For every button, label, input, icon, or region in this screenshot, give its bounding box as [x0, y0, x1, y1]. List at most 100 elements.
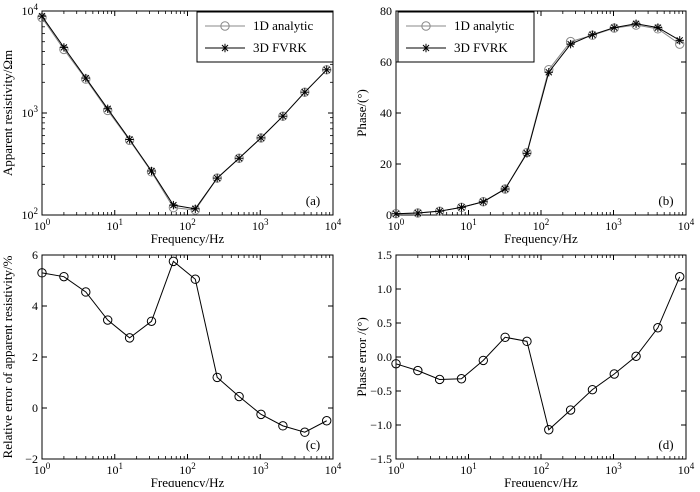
y-axis-label: Phase/(°) [354, 89, 369, 137]
x-tick-label: 104 [325, 217, 342, 233]
x-tick-label: 100 [34, 461, 51, 477]
y-tick-label: 102 [22, 206, 39, 222]
series-line [41, 260, 327, 433]
x-tick-label: 101 [107, 217, 124, 233]
legend-box [397, 11, 535, 63]
data-point-marker [103, 104, 112, 113]
data-point-marker [278, 112, 288, 121]
y-tick-label: 40 [380, 106, 392, 120]
data-point-marker [37, 268, 47, 278]
panel-label: (b) [658, 193, 673, 208]
y-tick-label: 4 [32, 299, 38, 313]
data-point-marker [190, 274, 200, 284]
data-point-marker [59, 43, 69, 52]
x-tick-label: 104 [678, 217, 695, 233]
data-point-marker [610, 23, 619, 32]
y-tick-label: 0 [386, 208, 392, 222]
x-tick-label: 101 [460, 217, 477, 233]
legend-entry-label: 1D analytic [454, 18, 515, 33]
data-point-marker [413, 208, 423, 218]
y-tick-label: 0.5 [377, 316, 392, 330]
data-point-marker [125, 135, 134, 144]
plot-area-frame [395, 254, 687, 460]
y-tick-label: −2 [25, 452, 38, 466]
data-point-marker [234, 391, 244, 402]
x-tick-label: 100 [388, 217, 405, 233]
chart-panel-d: 100 101 102 103 104 −1.5 −1.0 −0.5 0.0 0.5 1.0 1.5 F… [354, 248, 695, 490]
data-point-marker [500, 332, 510, 342]
x-tick-label: 103 [605, 461, 622, 477]
data-point-marker [478, 355, 488, 366]
data-point-marker [675, 272, 685, 282]
y-tick-label: 6 [32, 248, 38, 262]
y-tick-label: 20 [380, 157, 392, 171]
x-tick-label: 102 [179, 461, 196, 477]
data-point-marker [457, 203, 466, 212]
data-point-marker [300, 427, 310, 437]
y-tick-label: 104 [22, 2, 39, 18]
data-point-marker [413, 365, 423, 376]
data-point-marker [653, 323, 663, 333]
data-point-marker [169, 200, 178, 210]
x-axis-label: Frequency/Hz [504, 475, 578, 487]
y-tick-label: 80 [380, 4, 392, 18]
x-tick-label: 100 [388, 461, 405, 477]
legend-swatch-marker [220, 43, 230, 53]
x-axis-label: Frequency/Hz [151, 475, 225, 487]
data-point-marker [566, 39, 575, 49]
data-point-marker [391, 359, 401, 369]
data-point-marker [256, 409, 266, 420]
panel-label: (a) [306, 193, 320, 208]
x-tick-label: 102 [179, 217, 196, 233]
legend: 1D analytic 3D FVRK [196, 11, 334, 63]
data-point-marker [544, 68, 553, 77]
data-point-marker [256, 133, 266, 143]
data-point-marker [321, 416, 332, 426]
x-tick-label: 102 [533, 461, 550, 477]
data-point-marker [675, 36, 684, 45]
data-point-marker [587, 384, 598, 395]
y-tick-label: 60 [380, 55, 392, 69]
x-tick-label: 104 [678, 461, 695, 477]
plot-area-frame [41, 254, 334, 460]
data-point-marker [522, 149, 532, 158]
x-tick-label: 102 [533, 217, 550, 233]
data-point-marker [522, 336, 532, 347]
data-point-marker [191, 204, 200, 214]
data-point-marker [168, 256, 179, 267]
data-point-marker [653, 23, 663, 32]
y-tick-label: −1.5 [370, 452, 392, 466]
series-line [395, 23, 680, 215]
data-point-marker [37, 11, 47, 21]
x-tick-label: 101 [107, 461, 124, 477]
x-tick-label: 103 [252, 461, 269, 477]
y-tick-label: 0.0 [377, 350, 392, 364]
chart-panel-b: 100 101 102 103 104 0 20 40 60 80 Frequency/Hz Phas… [354, 4, 695, 246]
legend-box [196, 11, 334, 63]
data-point-marker [609, 369, 619, 379]
y-tick-label: −1.0 [370, 418, 392, 432]
data-point-marker [391, 209, 401, 218]
data-point-marker [456, 374, 467, 384]
legend-swatch-marker [421, 43, 431, 53]
y-tick-label: −0.5 [370, 384, 392, 398]
data-point-marker [59, 271, 69, 282]
data-point-marker [146, 316, 157, 326]
data-point-marker [479, 197, 488, 206]
x-tick-label: 103 [252, 217, 269, 233]
data-point-marker [588, 30, 597, 39]
x-axis-label: Frequency/Hz [504, 231, 578, 246]
panel-label: (c) [306, 437, 320, 452]
chart-panel-c: 100 101 102 103 104 −2 0 2 4 6 Frequency/Hz Relativ… [0, 248, 342, 490]
legend: 1D analytic 3D FVRK [397, 11, 535, 63]
data-point-marker [544, 425, 554, 435]
series-line [41, 15, 328, 210]
legend-swatch-marker [220, 21, 230, 31]
chart-panel-a: 100 101 102 103 104 102 103 104 Frequency/Hz Appa… [0, 2, 342, 246]
data-point-marker [212, 372, 222, 383]
data-point-marker [124, 333, 135, 343]
x-tick-label: 104 [325, 461, 342, 477]
data-point-marker [300, 87, 309, 97]
